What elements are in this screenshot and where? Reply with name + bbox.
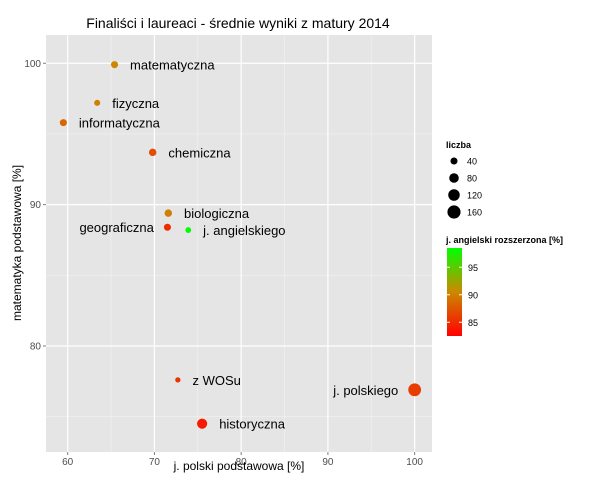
point-label: biologiczna [184, 206, 250, 221]
data-point [408, 383, 422, 397]
y-axis-title: matematyka podstawowa [%] [10, 165, 24, 321]
major-gridlines [46, 35, 432, 452]
size-legend-key [449, 173, 459, 183]
point-label: chemiczna [168, 145, 231, 160]
y-tick-label: 100 [24, 59, 41, 70]
size-legend-key [447, 205, 461, 219]
x-tick-label: 80 [236, 457, 248, 468]
x-tick-label: 90 [322, 457, 334, 468]
data-point [110, 61, 119, 69]
size-legend-label: 160 [467, 208, 482, 218]
color-legend-title: j. angielski rozszerzona [%] [445, 235, 563, 245]
chart-title: Finaliści i laureaci - średnie wyniki z … [86, 15, 390, 31]
y-axis-ticks: 80 90 100 [24, 59, 46, 352]
size-legend-title: liczba [446, 140, 472, 150]
size-legend-key [450, 157, 458, 165]
data-point [164, 209, 173, 217]
data-point [197, 418, 208, 429]
size-legend-key [448, 189, 460, 201]
plot-panel [46, 35, 432, 452]
color-legend-label: 85 [468, 318, 478, 328]
size-legend: liczba 40 80 120 160 [446, 140, 482, 219]
color-legend-label: 90 [468, 290, 478, 300]
size-legend-label: 40 [467, 157, 477, 167]
minor-gridlines [46, 35, 432, 452]
color-legend-bar [447, 248, 462, 336]
point-label: historyczna [219, 417, 286, 432]
data-point [175, 377, 181, 383]
point-label: fizyczna [112, 96, 160, 111]
x-tick-label: 70 [149, 457, 161, 468]
data-points [59, 61, 422, 429]
x-tick-label: 60 [62, 457, 74, 468]
data-point [59, 119, 67, 127]
size-legend-label: 120 [467, 191, 482, 201]
x-axis-title: j. polski podstawowa [%] [173, 459, 305, 473]
point-label: j. polskiego [332, 383, 398, 398]
data-point [163, 223, 171, 231]
y-tick-label: 80 [30, 341, 42, 352]
data-point [185, 227, 192, 233]
point-label: informatyczna [79, 116, 161, 131]
point-label: matematyczna [130, 58, 215, 73]
data-point [148, 148, 157, 157]
point-label: z WOSu [192, 373, 240, 388]
point-label: j. angielskiego [202, 223, 285, 238]
size-legend-label: 80 [467, 174, 477, 184]
x-axis-ticks: 60 70 80 90 100 [62, 452, 423, 468]
color-legend-label: 95 [468, 263, 478, 273]
point-label: geograficzna [79, 220, 154, 235]
y-tick-label: 90 [30, 200, 42, 211]
color-legend: j. angielski rozszerzona [%] 85 90 95 [445, 235, 563, 336]
point-labels: matematyczna fizyczna informatyczna chemicz… [79, 58, 398, 432]
x-tick-label: 100 [406, 457, 423, 468]
data-point [94, 99, 101, 106]
